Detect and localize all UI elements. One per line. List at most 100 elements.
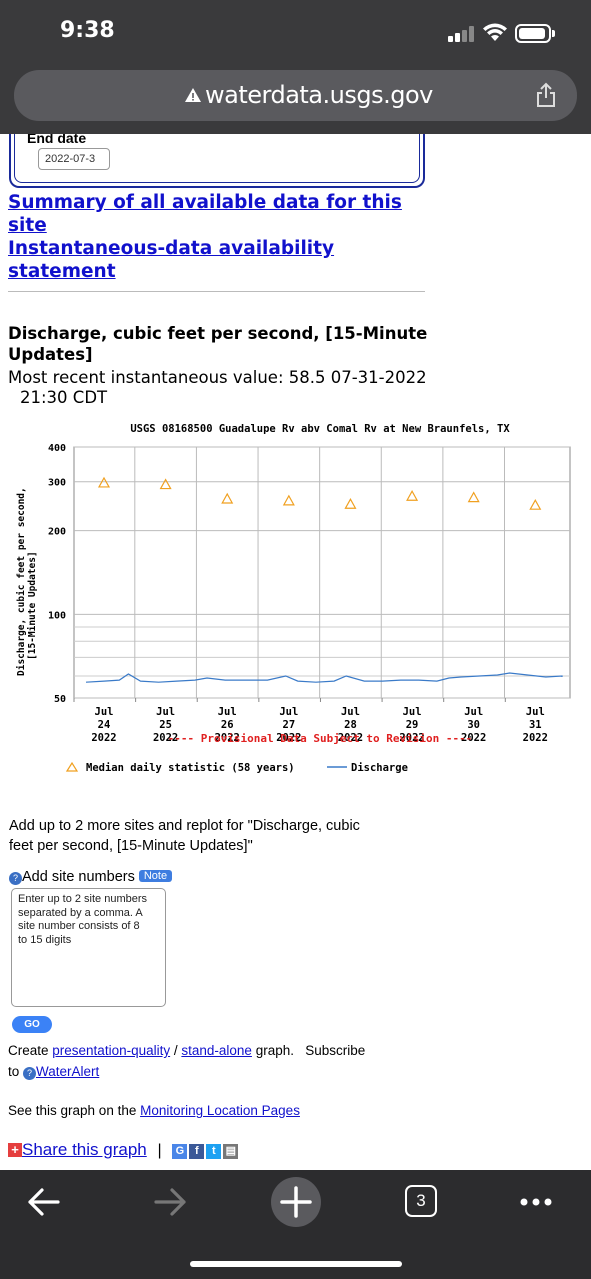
- availability-link[interactable]: Instantaneous-data availability statemen…: [8, 237, 334, 283]
- plus-icon[interactable]: +: [8, 1143, 22, 1157]
- median-triangle-point: [529, 498, 542, 510]
- x-tick-label: 24: [98, 719, 111, 731]
- print-icon[interactable]: ▤: [223, 1144, 239, 1159]
- url-text[interactable]: waterdata.usgs.gov: [205, 81, 433, 109]
- battery-tip: [552, 30, 555, 37]
- home-indicator: [190, 1261, 402, 1267]
- end-date-input[interactable]: 2022-07-3: [38, 148, 110, 170]
- date-form-inner-border: [14, 134, 420, 183]
- google-icon[interactable]: G: [172, 1144, 188, 1159]
- median-triangle-point: [344, 497, 357, 509]
- x-tick-label: Jul: [464, 706, 483, 718]
- x-tick-label: 2022: [91, 732, 116, 744]
- tab-count: 3: [405, 1185, 437, 1217]
- x-tick-label: 2022: [399, 732, 424, 744]
- twitter-icon[interactable]: t: [206, 1144, 222, 1159]
- page-content: End date 2022-07-3 Summary of all availa…: [0, 134, 591, 1170]
- availability-link-line2[interactable]: statement: [8, 261, 116, 282]
- x-tick-label: Jul: [341, 706, 360, 718]
- add-site-numbers-row: ? Add site numbers Note: [9, 869, 173, 885]
- placeholder-line3: site number consists of 8: [18, 920, 140, 932]
- discharge-chart: USGS 08168500 Guadalupe Rv abv Comal Rv …: [16, 423, 571, 774]
- section-title-line2: Updates]: [8, 345, 93, 364]
- legend-triangle-icon: [65, 761, 79, 772]
- tabs-button[interactable]: 3: [397, 1182, 445, 1222]
- cellular-signal-icon: [448, 26, 476, 42]
- median-triangle-point: [221, 492, 234, 504]
- y-tick-label: 400: [48, 443, 66, 454]
- y-tick-label: 200: [48, 527, 66, 538]
- x-tick-label: Jul: [156, 706, 175, 718]
- forward-arrow-icon[interactable]: [146, 1182, 194, 1222]
- x-tick-label: Jul: [95, 706, 114, 718]
- create-graph-text: Create presentation-quality / stand-alon…: [8, 1040, 428, 1082]
- wateralert-link[interactable]: WaterAlert: [36, 1064, 100, 1079]
- recent-value-line2: 21:30 CDT: [20, 388, 108, 407]
- section-title-line1: Discharge, cubic feet per second, [15-Mi…: [8, 324, 428, 343]
- y-tick-label: 50: [54, 694, 66, 705]
- facebook-icon[interactable]: f: [189, 1144, 205, 1159]
- x-tick-label: 2022: [461, 732, 486, 744]
- stand-alone-link[interactable]: stand-alone: [181, 1043, 252, 1058]
- browser-toolbar: 3: [0, 1170, 591, 1279]
- chart-ylabel-line2: [15-Minute Updates]: [27, 551, 38, 660]
- x-tick-label: 25: [159, 719, 172, 731]
- x-tick-label: 26: [221, 719, 234, 731]
- x-tick-label: 28: [344, 719, 357, 731]
- x-tick-label: 30: [467, 719, 480, 731]
- x-tick-label: Jul: [279, 706, 298, 718]
- note-badge[interactable]: Note: [138, 870, 173, 882]
- median-triangle-point: [159, 478, 172, 490]
- address-bar[interactable]: waterdata.usgs.gov: [14, 70, 577, 121]
- x-tick-label: 2022: [523, 732, 548, 744]
- plot-frame: [73, 446, 571, 699]
- monitoring-location-link[interactable]: Monitoring Location Pages: [140, 1103, 300, 1118]
- help-icon[interactable]: ?: [9, 872, 22, 885]
- monitoring-prefix: See this graph on the: [8, 1103, 141, 1118]
- median-triangle-point: [467, 491, 480, 503]
- presentation-quality-link[interactable]: presentation-quality: [52, 1043, 171, 1058]
- browser-chrome-top: 9:38 waterdata.usgs.gov: [0, 0, 591, 134]
- divider: [8, 291, 425, 292]
- x-tick-label: Jul: [403, 706, 422, 718]
- availability-link-line1[interactable]: Instantaneous-data availability: [8, 238, 335, 259]
- summary-link[interactable]: Summary of all available data for this s…: [8, 191, 402, 237]
- summary-link-line1[interactable]: Summary of all available data for this: [8, 192, 402, 213]
- chart-ylabel-line1: Discharge, cubic feet per second,: [16, 487, 27, 676]
- x-tick-label: Jul: [218, 706, 237, 718]
- status-time: 9:38: [60, 18, 115, 43]
- median-triangle-point: [97, 476, 111, 488]
- battery-icon: [515, 24, 551, 43]
- add-sites-text-line2: feet per second, [15-Minute Updates]": [9, 838, 253, 854]
- share-graph-link[interactable]: Share this graph: [22, 1140, 147, 1159]
- x-tick-label: 2022: [215, 732, 240, 744]
- recent-value-line1: Most recent instantaneous value: 58.5 07…: [8, 368, 427, 387]
- end-date-label: End date: [27, 134, 87, 146]
- x-tick-label: 31: [529, 719, 542, 731]
- x-tick-label: 2022: [153, 732, 178, 744]
- graph-subscribe-text: graph. Subscribe: [251, 1043, 366, 1058]
- add-site-numbers-label: Add site numbers: [22, 869, 135, 885]
- x-tick-label: 2022: [276, 732, 301, 744]
- go-button[interactable]: GO: [12, 1016, 52, 1033]
- summary-link-line2[interactable]: site: [8, 215, 47, 236]
- back-arrow-icon[interactable]: [20, 1182, 68, 1222]
- placeholder-line2: separated by a comma. A: [18, 906, 143, 919]
- site-numbers-input[interactable]: Enter up to 2 site numbers separated by …: [11, 888, 166, 1007]
- to-text: to: [8, 1064, 24, 1079]
- section-title: Discharge, cubic feet per second, [15-Mi…: [8, 323, 428, 365]
- monitoring-text: See this graph on the Monitoring Locatio…: [8, 1100, 300, 1121]
- share-icon[interactable]: [534, 82, 558, 108]
- provisional-note: ---- Provisional Data Subject to Revisio…: [168, 732, 473, 745]
- y-tick-label: 100: [48, 610, 66, 621]
- more-options-icon[interactable]: [514, 1182, 562, 1222]
- create-text: Create: [8, 1043, 53, 1058]
- new-tab-plus-icon[interactable]: [270, 1176, 322, 1228]
- add-sites-text-line1: Add up to 2 more sites and replot for "D…: [9, 818, 360, 834]
- help-icon[interactable]: ?: [23, 1067, 37, 1080]
- x-tick-label: 27: [283, 719, 296, 731]
- date-form: End date 2022-07-3: [9, 134, 425, 188]
- median-triangle-point: [282, 494, 295, 506]
- warning-icon: [185, 88, 201, 102]
